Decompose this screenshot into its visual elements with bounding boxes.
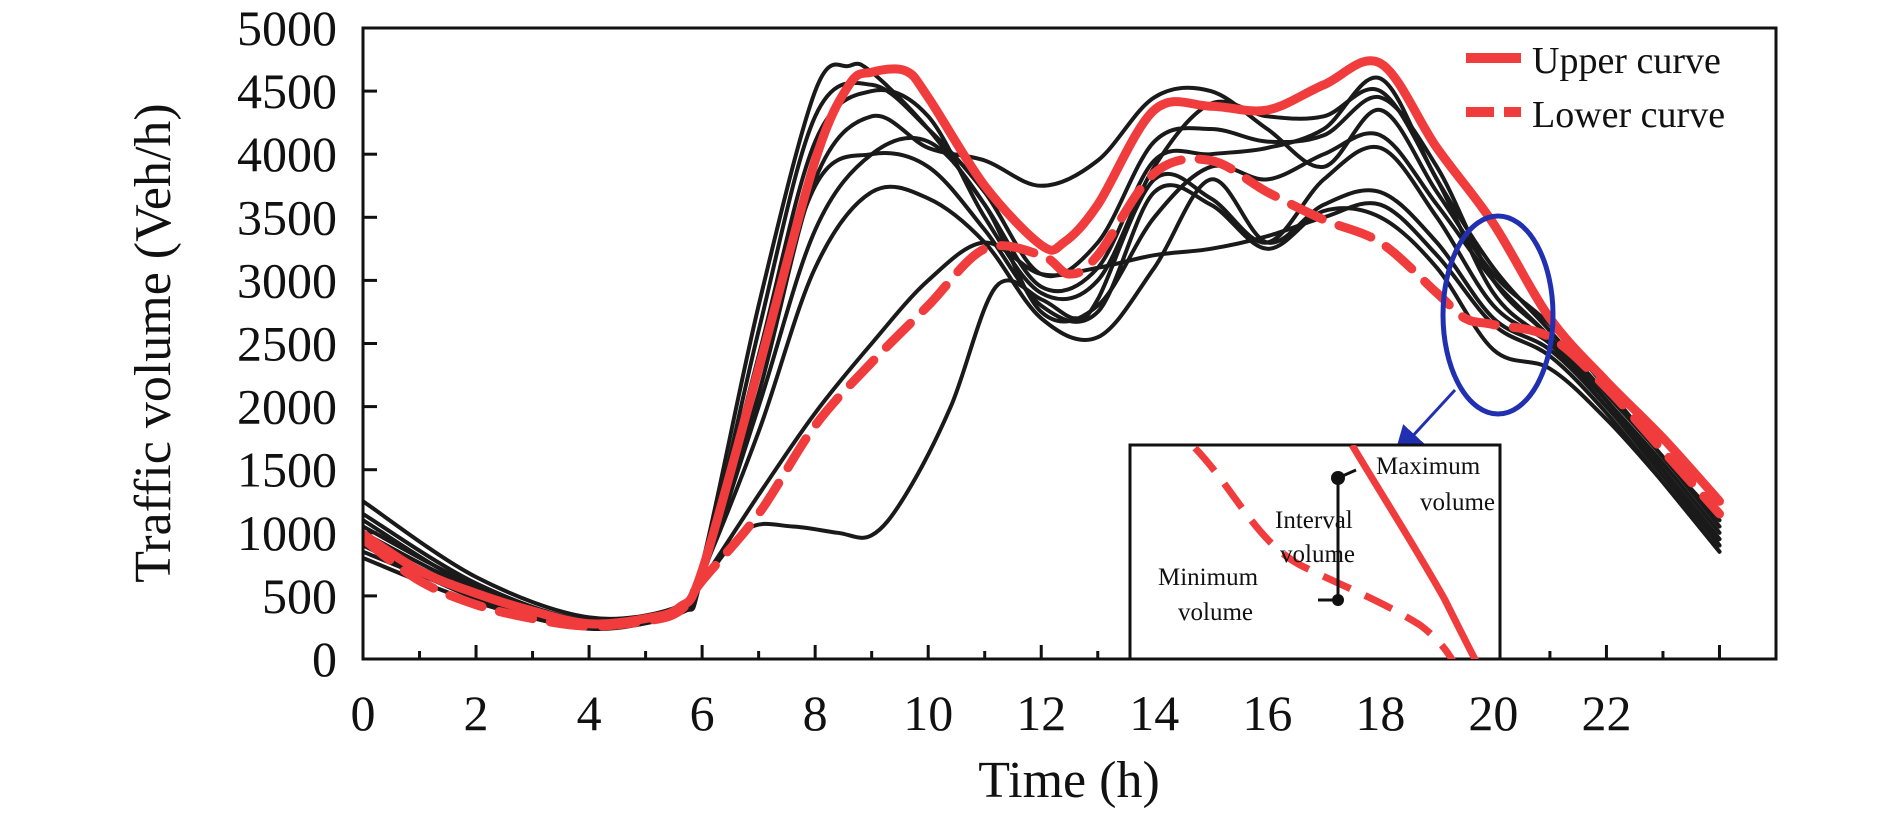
x-tick-label: 18 <box>1355 685 1405 741</box>
sample-day-line-5 <box>363 131 1722 630</box>
inset-max-label-2: volume <box>1420 489 1495 516</box>
inset-interval-label-1: Interval <box>1275 507 1353 534</box>
legend-label-lower: Lower curve <box>1532 94 1725 136</box>
x-tick-labels: 0 2 4 6 8 10 12 14 16 18 20 22 <box>351 685 1632 741</box>
upper-curve-line <box>363 56 1724 629</box>
y-tick-label: 3000 <box>237 252 337 308</box>
x-tick-label: 22 <box>1581 685 1631 741</box>
x-tick-label: 6 <box>690 685 715 741</box>
x-tick-label: 8 <box>803 685 828 741</box>
plot-frame <box>361 26 1778 661</box>
x-tick-label: 2 <box>464 685 489 741</box>
lower-curve-line <box>363 154 1724 631</box>
y-tick-label: 2500 <box>237 316 337 372</box>
y-axis-title: Traffic volume (Veh/h) <box>125 103 182 582</box>
y-tick-label: 2000 <box>237 379 337 435</box>
series-layer <box>363 56 1724 631</box>
inset-min-label-2: volume <box>1178 599 1253 626</box>
y-tick-label: 3500 <box>237 189 337 245</box>
highlight-ellipse <box>1440 213 1556 417</box>
inset-lower-curve <box>1192 445 1456 659</box>
x-tick-label: 10 <box>903 685 953 741</box>
y-tick-label: 1500 <box>237 442 337 498</box>
callout-arrow <box>1393 388 1457 457</box>
max-pointer <box>1337 468 1357 480</box>
y-tick-label: 1000 <box>237 505 337 561</box>
sample-day-line-9 <box>363 80 1722 627</box>
legend: Upper curve Lower curve <box>1466 40 1725 136</box>
x-tick-label: 4 <box>577 685 602 741</box>
x-tick-label: 14 <box>1129 685 1179 741</box>
inset-upper-curve <box>1348 445 1479 659</box>
inset-zoom: Maximum volume Interval volume Minimum v… <box>1128 443 1502 661</box>
y-tick-labels: 0 500 1000 1500 2000 2500 3000 3500 4000 4500 5000 <box>237 0 337 687</box>
sample-day-line-4 <box>363 85 1722 621</box>
inset-interval-label-2: volume <box>1280 541 1355 568</box>
legend-label-upper: Upper curve <box>1532 40 1721 82</box>
inset-frame <box>1128 443 1502 661</box>
x-tick-label: 16 <box>1242 685 1292 741</box>
y-tick-label: 500 <box>262 568 337 624</box>
x-tick-label: 0 <box>351 685 376 741</box>
x-axis-title: Time (h) <box>978 752 1160 809</box>
sample-day-line-2 <box>363 61 1722 627</box>
y-tick-label: 4000 <box>237 126 337 182</box>
y-tick-label: 4500 <box>237 63 337 119</box>
inset-max-label-1: Maximum <box>1376 453 1481 480</box>
y-tick-label: 5000 <box>237 0 337 56</box>
inset-min-label-1: Minimum <box>1158 564 1259 591</box>
y-tick-label: 0 <box>312 631 337 687</box>
x-tick-label: 12 <box>1016 685 1066 741</box>
x-tick-label: 20 <box>1468 685 1518 741</box>
tick-marks <box>361 26 1721 661</box>
